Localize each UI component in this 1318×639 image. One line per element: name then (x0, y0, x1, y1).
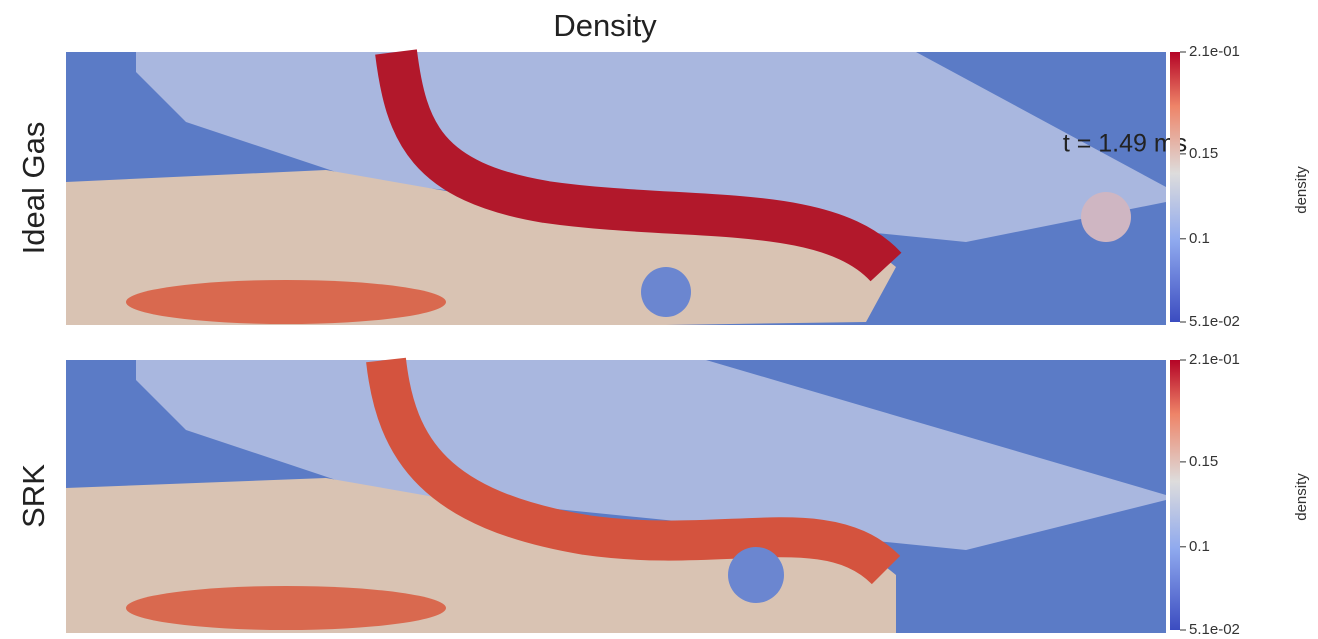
panel-label: Ideal Gas (16, 122, 51, 255)
colorbar (1170, 360, 1180, 630)
colorbar-tick-label: 0.15 (1189, 145, 1218, 162)
colorbar-tick-label: 5.1e-02 (1189, 313, 1240, 330)
colorbar (1170, 52, 1180, 322)
density-field (66, 360, 1166, 633)
figure-title: Density (553, 8, 657, 43)
colorbar-title: density (1293, 473, 1310, 521)
figure: Density t = 1.49 ms Ideal Gas SRK densit… (0, 0, 1318, 639)
colorbar-tick-label: 2.1e-01 (1189, 43, 1240, 60)
colorbar-tick-label: 0.1 (1189, 538, 1210, 555)
colorbar-tick-label: 2.1e-01 (1189, 351, 1240, 368)
time-annotation: t = 1.49 ms (1063, 130, 1187, 158)
colorbar-tick-label: 0.15 (1189, 453, 1218, 470)
colorbar-tick-label: 0.1 (1189, 230, 1210, 247)
colorbar-title: density (1293, 166, 1310, 214)
panel-label: SRK (16, 464, 51, 528)
density-field (66, 52, 1166, 325)
colorbar-tick-label: 5.1e-02 (1189, 621, 1240, 638)
